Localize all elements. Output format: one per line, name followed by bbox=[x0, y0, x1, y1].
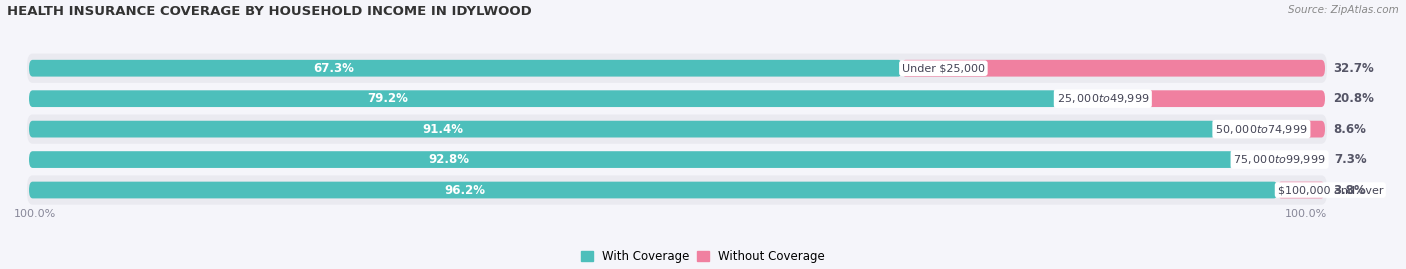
Text: 32.7%: 32.7% bbox=[1333, 62, 1374, 75]
FancyBboxPatch shape bbox=[30, 121, 1215, 137]
Text: $100,000 and over: $100,000 and over bbox=[1278, 185, 1384, 195]
Text: 8.6%: 8.6% bbox=[1333, 123, 1367, 136]
FancyBboxPatch shape bbox=[30, 60, 901, 77]
FancyBboxPatch shape bbox=[27, 175, 1327, 205]
Text: 79.2%: 79.2% bbox=[367, 92, 408, 105]
Legend: With Coverage, Without Coverage: With Coverage, Without Coverage bbox=[579, 247, 827, 265]
FancyBboxPatch shape bbox=[1215, 121, 1324, 137]
Text: 100.0%: 100.0% bbox=[1285, 209, 1327, 219]
Text: 67.3%: 67.3% bbox=[312, 62, 354, 75]
FancyBboxPatch shape bbox=[30, 151, 1233, 168]
Text: Source: ZipAtlas.com: Source: ZipAtlas.com bbox=[1288, 5, 1399, 15]
Text: 7.3%: 7.3% bbox=[1334, 153, 1368, 166]
FancyBboxPatch shape bbox=[901, 60, 1324, 77]
Text: $50,000 to $74,999: $50,000 to $74,999 bbox=[1215, 123, 1308, 136]
FancyBboxPatch shape bbox=[30, 90, 1056, 107]
Text: 3.8%: 3.8% bbox=[1333, 183, 1367, 197]
Text: $75,000 to $99,999: $75,000 to $99,999 bbox=[1233, 153, 1326, 166]
Text: 20.8%: 20.8% bbox=[1333, 92, 1374, 105]
Text: 91.4%: 91.4% bbox=[422, 123, 464, 136]
FancyBboxPatch shape bbox=[27, 84, 1327, 113]
Text: 100.0%: 100.0% bbox=[14, 209, 56, 219]
FancyBboxPatch shape bbox=[1278, 182, 1324, 199]
FancyBboxPatch shape bbox=[1233, 151, 1326, 168]
FancyBboxPatch shape bbox=[30, 182, 1278, 199]
FancyBboxPatch shape bbox=[27, 54, 1327, 83]
FancyBboxPatch shape bbox=[27, 145, 1327, 174]
FancyBboxPatch shape bbox=[1056, 90, 1324, 107]
Text: Under $25,000: Under $25,000 bbox=[901, 63, 984, 73]
Text: $25,000 to $49,999: $25,000 to $49,999 bbox=[1056, 92, 1149, 105]
Text: 96.2%: 96.2% bbox=[444, 183, 485, 197]
FancyBboxPatch shape bbox=[27, 115, 1327, 144]
Text: 92.8%: 92.8% bbox=[429, 153, 470, 166]
Text: HEALTH INSURANCE COVERAGE BY HOUSEHOLD INCOME IN IDYLWOOD: HEALTH INSURANCE COVERAGE BY HOUSEHOLD I… bbox=[7, 5, 531, 18]
